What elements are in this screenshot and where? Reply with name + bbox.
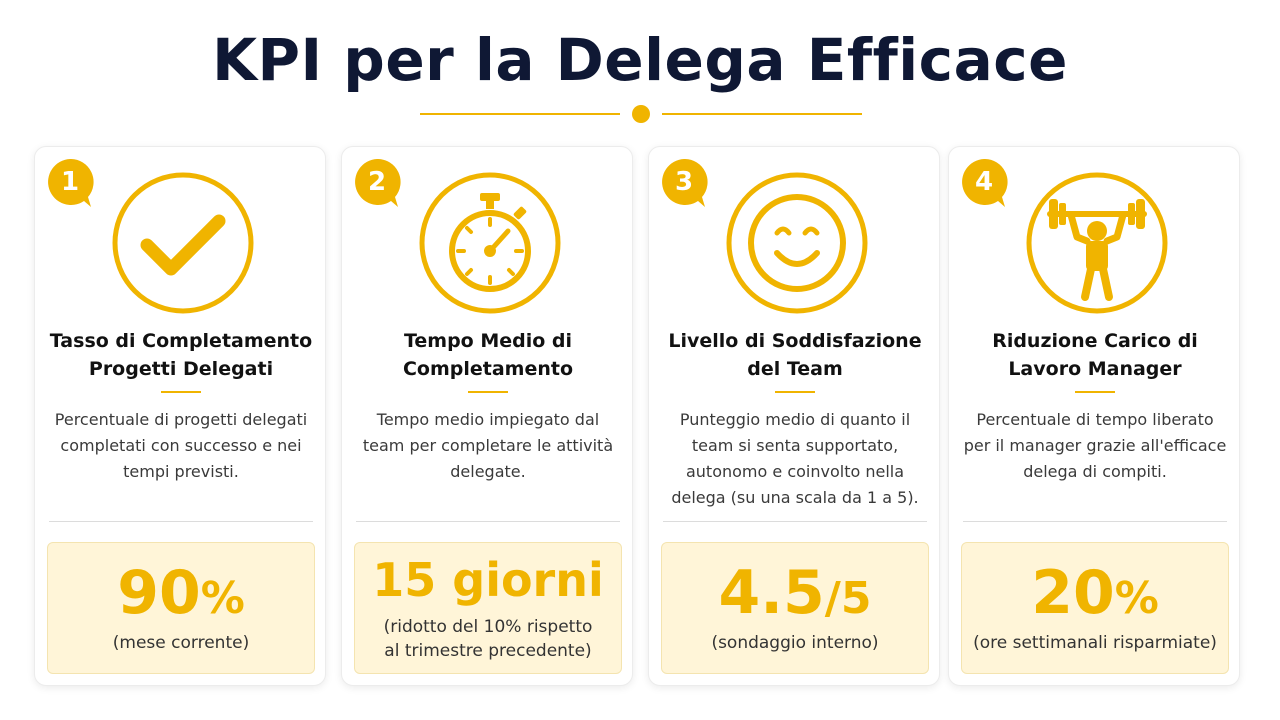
stopwatch-icon [418,171,562,315]
kpi-card-manager-workload: 4 Riduzione Carico di Lavoro Manager Per… [948,146,1240,686]
kpi-value-box: 15 giorni (ridotto del 10% rispetto al t… [354,542,622,674]
kpi-note: (mese corrente) [112,633,250,653]
kpi-value-box: 4.5/5 (sondaggio interno) [661,542,929,674]
kpi-value: 15 giorni [372,553,604,607]
kpi-card-team-satisfaction: 3 Livello di Soddisfazione del Team Punt… [648,146,940,686]
smiley-face-icon [725,171,869,315]
card-description: Percentuale di tempo liberato per il man… [963,410,1227,481]
number-badge: 1 [47,159,97,209]
kpi-card-completion-rate: 1 Tasso di Completamento Progetti Delega… [34,146,326,686]
card-description: Percentuale di progetti delegati complet… [54,410,308,481]
number-badge: 4 [961,159,1011,209]
kpi-value-box: 20% (ore settimanali risparmiate) [961,542,1229,674]
kpi-value: 20% [1031,558,1159,628]
page-title: KPI per la Delega Efficace [212,26,1068,94]
kpi-value: 90% [117,558,245,628]
kpi-note: (sondaggio interno) [711,633,879,653]
card-title: Livello di Soddisfazione del Team [668,330,922,380]
kpi-note: (ridotto del 10% rispetto al trimestre p… [383,617,593,661]
card-title: Riduzione Carico di Lavoro Manager [992,330,1198,380]
number-badge: 2 [354,159,404,209]
number-badge: 3 [661,159,711,209]
kpi-value: 4.5/5 [718,558,872,628]
kpi-note: (ore settimanali risparmiate) [973,633,1217,653]
weightlifter-icon [1025,171,1169,315]
card-title: Tempo Medio di Completamento [402,330,574,380]
card-description: Punteggio medio di quanto il team si sen… [671,410,919,507]
kpi-card-average-time: 2 Tempo Medio di Completamento Tempo med… [341,146,633,686]
card-title: Tasso di Completamento Progetti Delegati [49,330,313,380]
card-description: Tempo medio impiegato dal team per compl… [362,410,614,481]
kpi-value-box: 90% (mese corrente) [47,542,315,674]
title-divider [420,104,862,124]
checkmark-icon [111,171,255,315]
